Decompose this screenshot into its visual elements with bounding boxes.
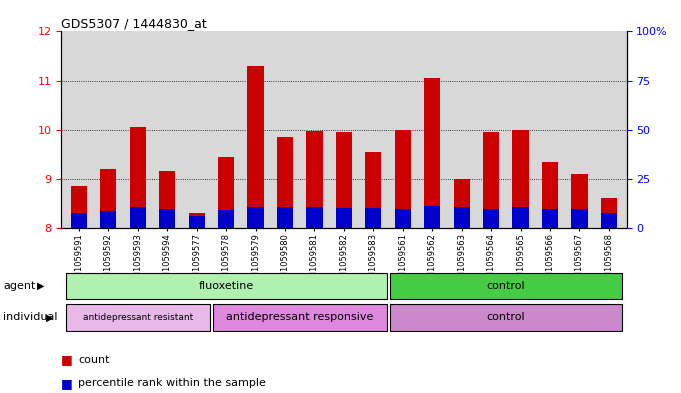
Text: control: control — [486, 312, 525, 322]
Bar — [542, 209, 558, 228]
Bar — [424, 206, 441, 228]
Bar — [336, 132, 352, 228]
Bar — [71, 213, 87, 228]
Bar — [71, 186, 87, 228]
Bar — [336, 208, 352, 228]
Bar — [542, 162, 558, 228]
Text: individual: individual — [3, 312, 58, 322]
Bar — [390, 304, 622, 331]
Bar — [306, 208, 323, 228]
Bar — [100, 169, 116, 228]
Bar — [512, 208, 528, 228]
Bar — [601, 213, 617, 228]
Text: count: count — [78, 354, 110, 365]
Bar — [424, 78, 441, 228]
Text: fluoxetine: fluoxetine — [199, 281, 254, 291]
Bar — [395, 130, 411, 228]
Text: ■: ■ — [61, 376, 73, 390]
Bar — [512, 130, 528, 228]
Bar — [189, 216, 205, 228]
Bar — [365, 152, 381, 228]
Bar — [395, 209, 411, 228]
Text: ▶: ▶ — [37, 281, 45, 291]
Bar — [483, 209, 499, 228]
Bar — [247, 66, 264, 228]
Text: agent: agent — [3, 281, 36, 291]
Bar — [277, 137, 293, 228]
Text: percentile rank within the sample: percentile rank within the sample — [78, 378, 266, 388]
Text: antidepressant resistant: antidepressant resistant — [82, 313, 193, 322]
Text: GDS5307 / 1444830_at: GDS5307 / 1444830_at — [61, 17, 207, 30]
Bar — [454, 179, 470, 228]
Text: ■: ■ — [61, 353, 73, 366]
Bar — [130, 127, 146, 228]
Bar — [100, 211, 116, 228]
Bar — [213, 304, 387, 331]
Bar — [306, 130, 323, 228]
Bar — [571, 174, 588, 228]
Text: ▶: ▶ — [46, 312, 53, 322]
Text: control: control — [486, 281, 525, 291]
Bar — [483, 132, 499, 228]
Bar — [65, 273, 387, 299]
Text: antidepressant responsive: antidepressant responsive — [226, 312, 373, 322]
Bar — [601, 198, 617, 228]
Bar — [277, 208, 293, 228]
Bar — [130, 208, 146, 228]
Bar — [247, 207, 264, 228]
Bar — [65, 304, 210, 331]
Bar — [189, 213, 205, 228]
Bar — [390, 273, 622, 299]
Bar — [218, 157, 234, 228]
Bar — [454, 208, 470, 228]
Bar — [159, 171, 176, 228]
Bar — [218, 210, 234, 228]
Bar — [365, 208, 381, 228]
Bar — [571, 209, 588, 228]
Bar — [159, 209, 176, 228]
